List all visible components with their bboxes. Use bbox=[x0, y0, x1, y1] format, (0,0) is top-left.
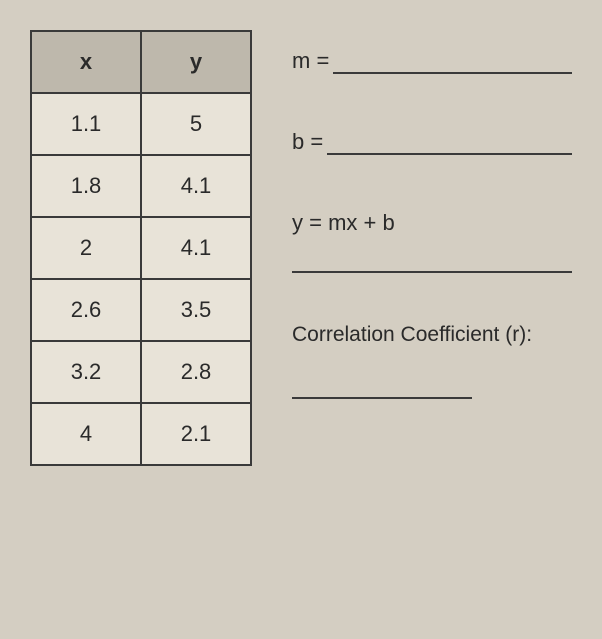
equation-blank bbox=[292, 271, 572, 273]
m-label: m = bbox=[292, 48, 329, 74]
table-header-row: x y bbox=[31, 31, 251, 93]
cell-y: 5 bbox=[141, 93, 251, 155]
table-row: 1.1 5 bbox=[31, 93, 251, 155]
table-row: 4 2.1 bbox=[31, 403, 251, 465]
cell-x: 2.6 bbox=[31, 279, 141, 341]
cell-y: 4.1 bbox=[141, 217, 251, 279]
b-blank bbox=[327, 135, 572, 155]
column-header-x: x bbox=[31, 31, 141, 93]
table-row: 3.2 2.8 bbox=[31, 341, 251, 403]
b-field: b = bbox=[292, 129, 572, 155]
answer-fields: m = b = y = mx + b Correlation Coefficie… bbox=[282, 30, 572, 466]
cell-y: 4.1 bbox=[141, 155, 251, 217]
correlation-blank bbox=[292, 397, 472, 399]
worksheet-content: x y 1.1 5 1.8 4.1 2 4.1 2.6 3.5 3.2 bbox=[20, 20, 582, 476]
cell-x: 2 bbox=[31, 217, 141, 279]
correlation-label: Correlation Coefficient (r): bbox=[292, 323, 572, 347]
table-row: 2.6 3.5 bbox=[31, 279, 251, 341]
b-label: b = bbox=[292, 129, 323, 155]
cell-y: 2.1 bbox=[141, 403, 251, 465]
table-row: 2 4.1 bbox=[31, 217, 251, 279]
cell-x: 1.1 bbox=[31, 93, 141, 155]
cell-x: 4 bbox=[31, 403, 141, 465]
cell-y: 3.5 bbox=[141, 279, 251, 341]
cell-y: 2.8 bbox=[141, 341, 251, 403]
m-blank bbox=[333, 54, 572, 74]
column-header-y: y bbox=[141, 31, 251, 93]
table-row: 1.8 4.1 bbox=[31, 155, 251, 217]
equation-label: y = mx + b bbox=[292, 210, 572, 236]
m-field: m = bbox=[292, 48, 572, 74]
data-table: x y 1.1 5 1.8 4.1 2 4.1 2.6 3.5 3.2 bbox=[30, 30, 252, 466]
cell-x: 1.8 bbox=[31, 155, 141, 217]
cell-x: 3.2 bbox=[31, 341, 141, 403]
